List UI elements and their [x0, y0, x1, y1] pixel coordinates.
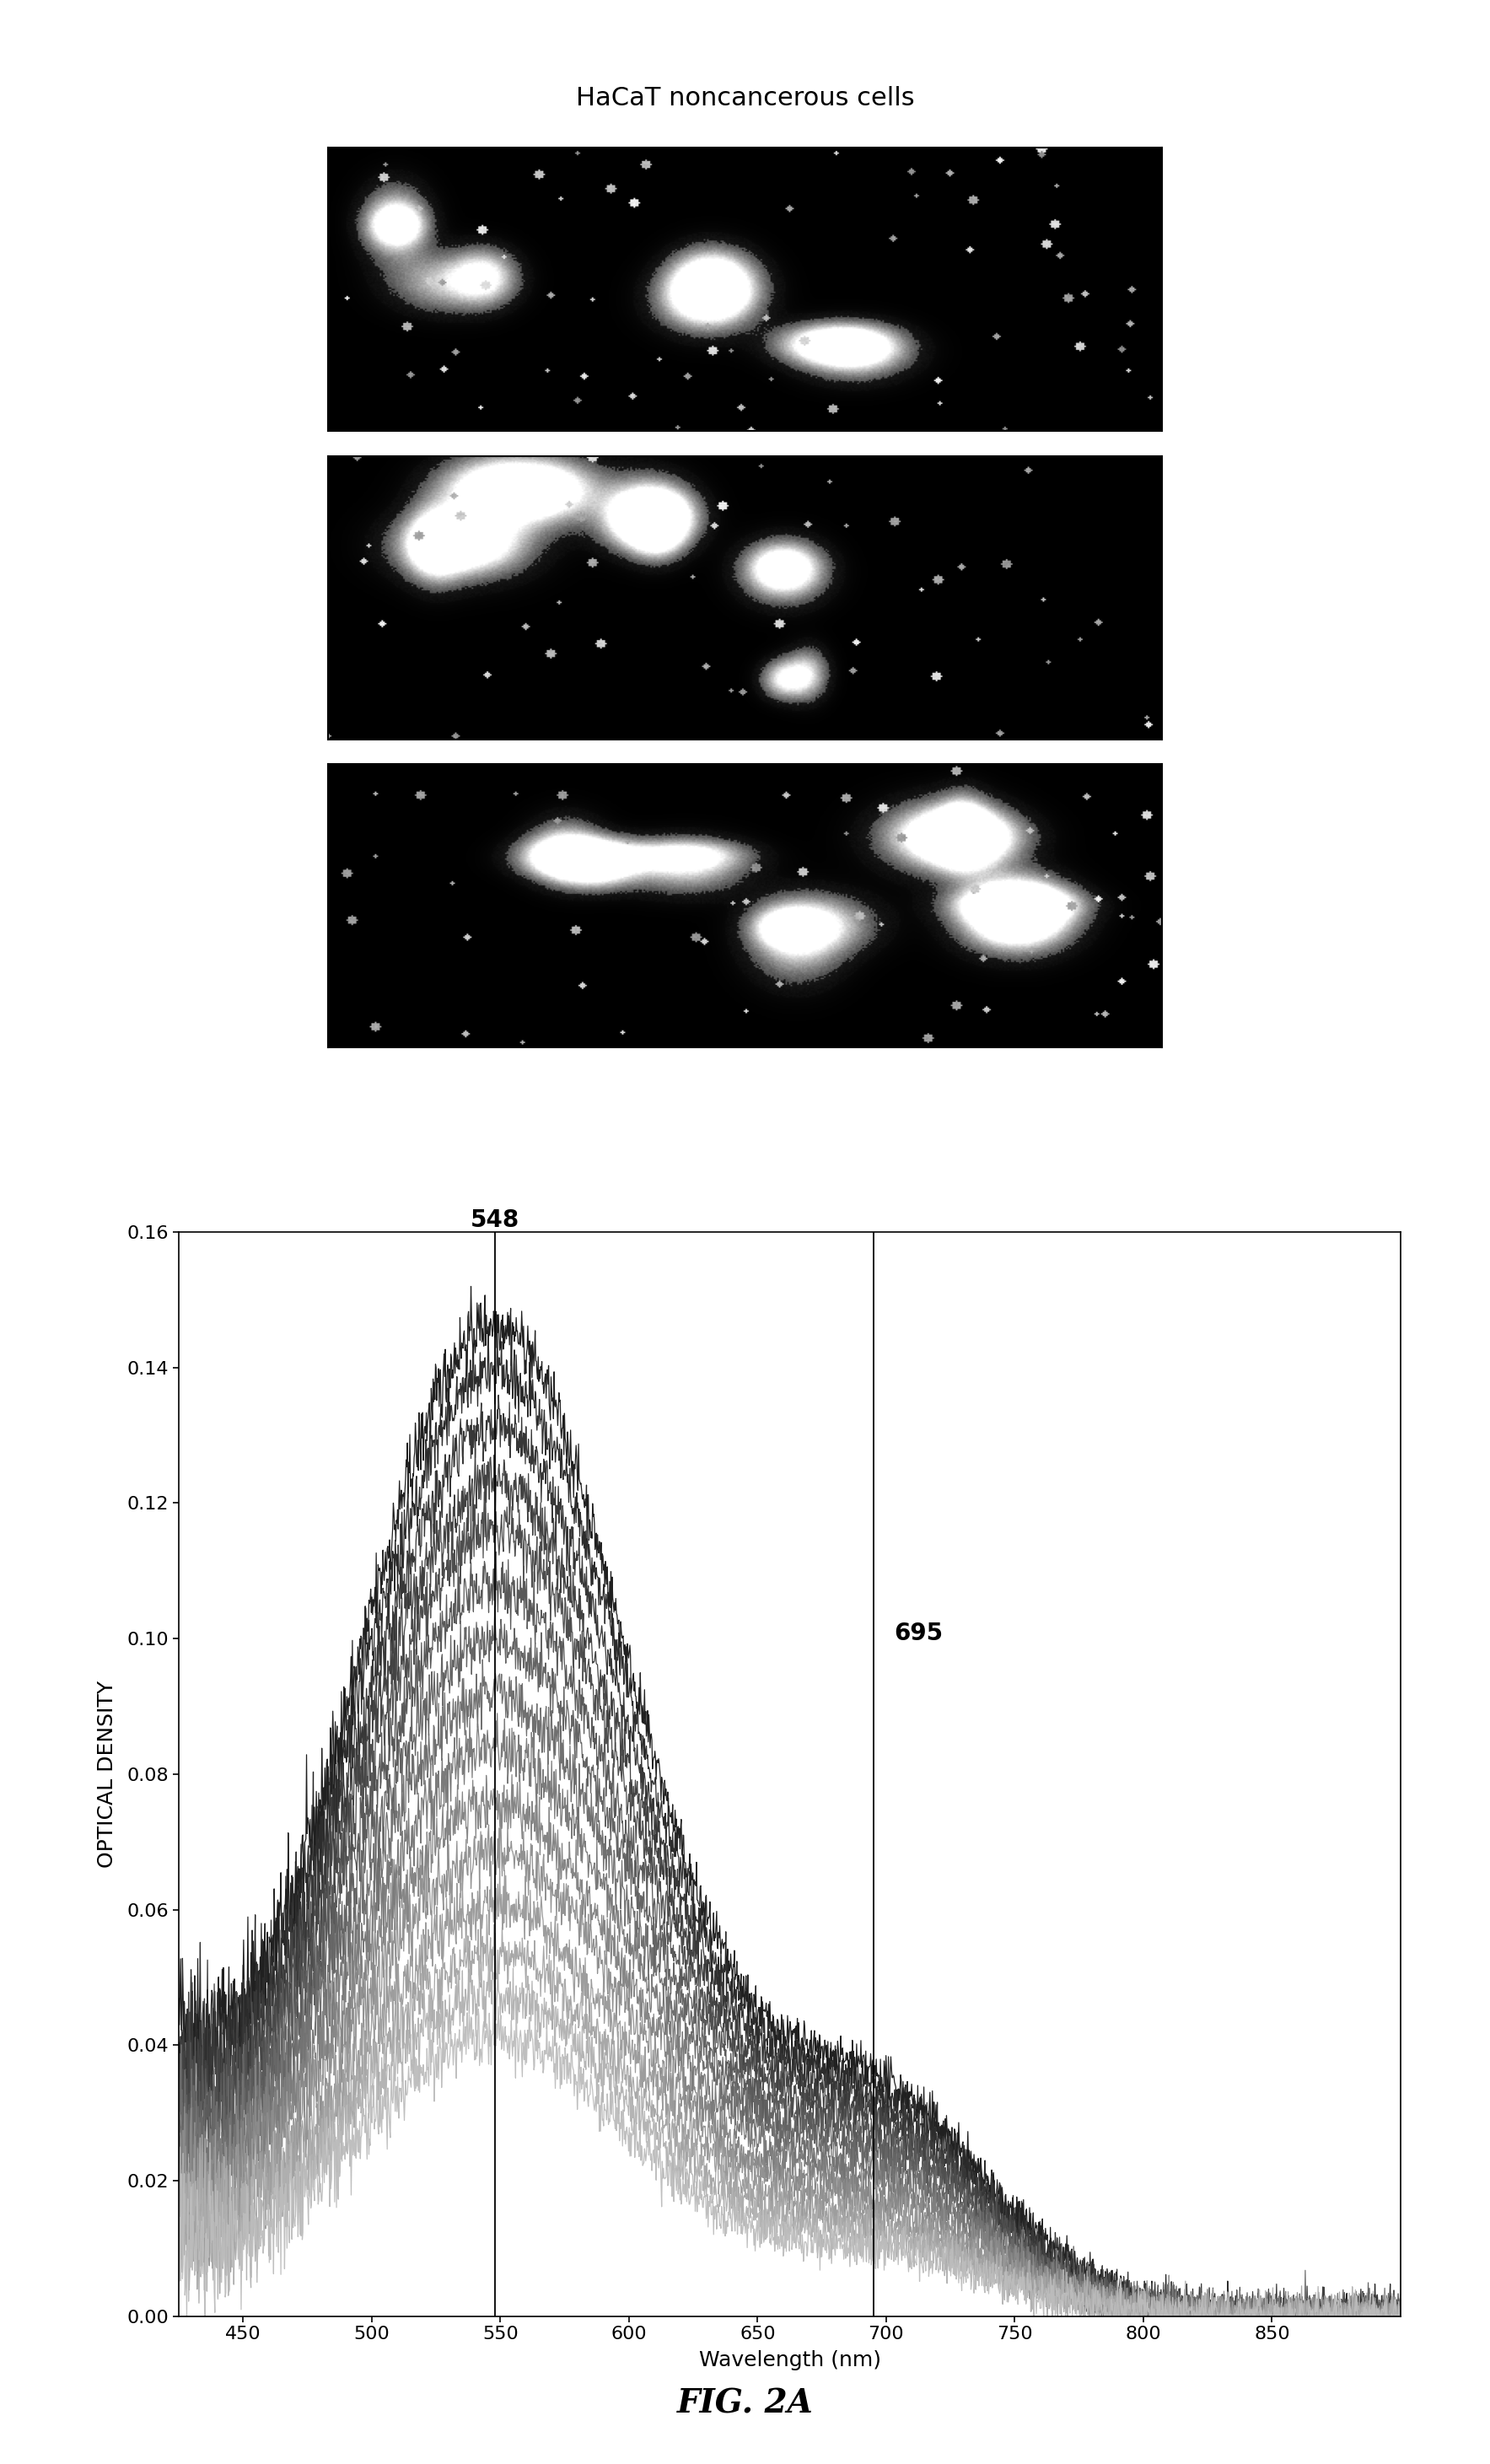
- Text: 695: 695: [894, 1621, 943, 1646]
- Y-axis label: OPTICAL DENSITY: OPTICAL DENSITY: [97, 1680, 118, 1868]
- X-axis label: Wavelength (nm): Wavelength (nm): [699, 2351, 881, 2370]
- Text: 548: 548: [471, 1207, 520, 1232]
- Text: FIG. 2A: FIG. 2A: [676, 2388, 814, 2420]
- Text: HaCaT noncancerous cells: HaCaT noncancerous cells: [575, 86, 915, 111]
